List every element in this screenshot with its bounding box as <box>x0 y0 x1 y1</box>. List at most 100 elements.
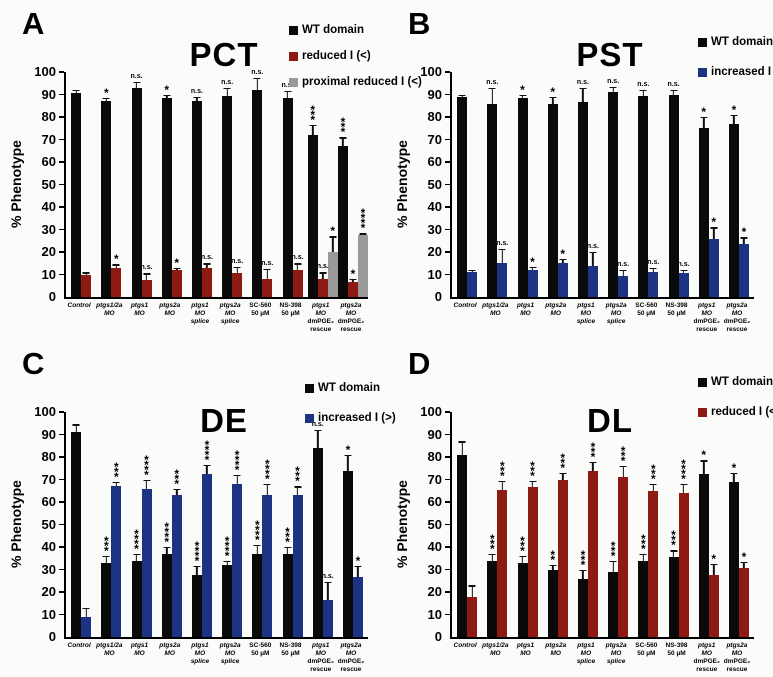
bar-group: * * * * * * * * <box>187 412 217 637</box>
y-tick-label: 80 <box>427 109 442 124</box>
error-bar <box>314 430 322 448</box>
error-bar <box>173 267 181 270</box>
x-tick-label-line: dmPGE₂ <box>307 318 334 326</box>
asterisk: * <box>340 115 346 130</box>
error-bar <box>82 272 90 274</box>
bar-group: n.s. n.s. <box>217 72 247 297</box>
legend: WT domain increased I (>) <box>698 36 773 78</box>
x-tick-label: NS-398 50 µM <box>275 302 305 335</box>
asterisk: * <box>530 463 535 478</box>
y-tick-label: 70 <box>427 471 442 487</box>
asterisk: * <box>520 539 525 553</box>
bar-reduced-i: * * * <box>648 463 659 637</box>
bar-increased-i: n.s. <box>587 243 599 297</box>
chart-panel-c: C DE WT domain increased I (>) % Phenotype 0 1… <box>0 340 396 677</box>
x-tick-label-line: 50 µM <box>281 310 300 318</box>
bar-reduced-i: * * * <box>587 441 598 637</box>
bar-wt-domain: * * * <box>608 540 619 637</box>
significance-label: n.s. <box>281 82 294 90</box>
x-tick-label-line: SC-560 <box>249 302 272 309</box>
bar-group: * * <box>694 72 724 297</box>
legend-swatch-icon <box>289 77 298 87</box>
asterisk: * <box>489 536 495 551</box>
asterisk: * <box>360 216 366 231</box>
error-bar <box>102 556 110 563</box>
asterisk: * <box>194 554 200 569</box>
bar-group <box>66 72 96 297</box>
error-bar <box>294 486 302 495</box>
y-axis-label: % Phenotype <box>394 480 410 568</box>
asterisk: * <box>164 82 170 97</box>
y-tick-label: 60 <box>41 494 56 509</box>
x-axis-labels: Control ptgs1/2a MO ptgs1 MO ptgs2a MO ptgs1 MO … <box>64 642 366 675</box>
significance-label: * <box>742 551 747 563</box>
bar-reduced-i: n.s. <box>231 258 243 297</box>
x-tick-label-line: ptgs1 <box>577 302 595 309</box>
x-tick-label-line: ptgs1/2a <box>96 302 123 309</box>
plot-area: * * n.s. n.s. * * n.s. n.s. n.s. n.s. n.s. n.s. n.s.… <box>64 69 368 299</box>
bar-group: * * * * * * * * <box>217 412 247 637</box>
y-tick-label: 0 <box>48 629 56 644</box>
asterisk: * <box>741 225 747 240</box>
bar-group: * * <box>512 72 542 297</box>
x-axis-labels: Control ptgs1/2a MO ptgs1 MO ptgs2a MO ptgs1 MO … <box>450 302 752 335</box>
asterisk: * <box>113 464 119 479</box>
asterisk: * <box>234 463 240 477</box>
x-tick-label-line: rescue <box>696 326 718 334</box>
asterisk: * <box>640 536 646 551</box>
bar-group: n.s. n.s. <box>482 72 512 297</box>
panel-letter: C <box>22 346 45 381</box>
x-tick-label: ptgs2a MO dmPGE₂ rescue <box>722 302 752 335</box>
x-tick-label-line: dmPGE₂ <box>337 318 365 326</box>
asterisk: * <box>144 452 149 467</box>
asterisk: * <box>194 549 200 564</box>
significance-label: * * * <box>310 102 316 126</box>
asterisk: * <box>681 467 686 481</box>
y-tick-label: 80 <box>427 449 442 464</box>
error-bar <box>619 466 627 477</box>
y-tick-label: 100 <box>34 64 56 79</box>
bar-increased-i: * * * <box>171 468 182 637</box>
x-tick-label-line: SC-560 <box>249 642 272 649</box>
y-tick-mark <box>59 501 64 503</box>
asterisk: * <box>671 538 676 553</box>
asterisk: * <box>310 102 316 117</box>
y-tick-label: 90 <box>41 426 56 442</box>
asterisk: * <box>144 457 149 472</box>
error-bar <box>700 117 708 128</box>
bar-reduced-i: * <box>708 553 719 637</box>
bar-increased-i: n.s. <box>496 240 508 297</box>
error-bar <box>458 94 466 97</box>
x-tick-label-line: 50 µM <box>667 310 686 318</box>
bar-wt-domain: * * * * <box>161 521 172 637</box>
x-tick-label-line: ptgs1 MO <box>312 642 330 658</box>
asterisk: * <box>610 543 616 558</box>
error-bar <box>740 237 748 244</box>
significance-label: n.s. <box>261 259 274 267</box>
asterisk: * <box>134 531 139 546</box>
bar-group: * * * * * * <box>277 412 307 637</box>
x-tick-label: ptgs2a MO splice <box>601 302 631 335</box>
x-tick-label-line: MO <box>134 310 145 318</box>
significance-label: n.s. <box>637 81 650 88</box>
bar-reduced-i: * * * <box>497 460 508 637</box>
y-tick-mark <box>445 116 450 118</box>
bar-wt-domain: n.s. <box>486 79 498 297</box>
bar-reduced-i: n.s. <box>317 263 329 297</box>
x-tick-label-line: dmPGE₂ <box>337 658 365 666</box>
y-tick-label: 40 <box>427 539 442 554</box>
x-tick-label-line: dmPGE₂ <box>307 658 334 666</box>
significance-label: * <box>346 444 351 456</box>
error-bar <box>519 556 526 563</box>
error-bar <box>193 96 201 102</box>
bar-group: * * * * * * * * <box>337 72 368 297</box>
asterisk: * <box>530 254 535 269</box>
legend: WT domain reduced I (<) proximal reduced I… <box>289 24 422 88</box>
bar-increased-i: * * * * <box>262 458 273 637</box>
error-bar <box>294 263 302 270</box>
asterisk: * <box>224 543 230 558</box>
error-bar <box>223 87 231 96</box>
y-tick-label: 60 <box>427 494 442 509</box>
error-bar <box>579 569 587 579</box>
asterisk: * <box>650 462 656 476</box>
